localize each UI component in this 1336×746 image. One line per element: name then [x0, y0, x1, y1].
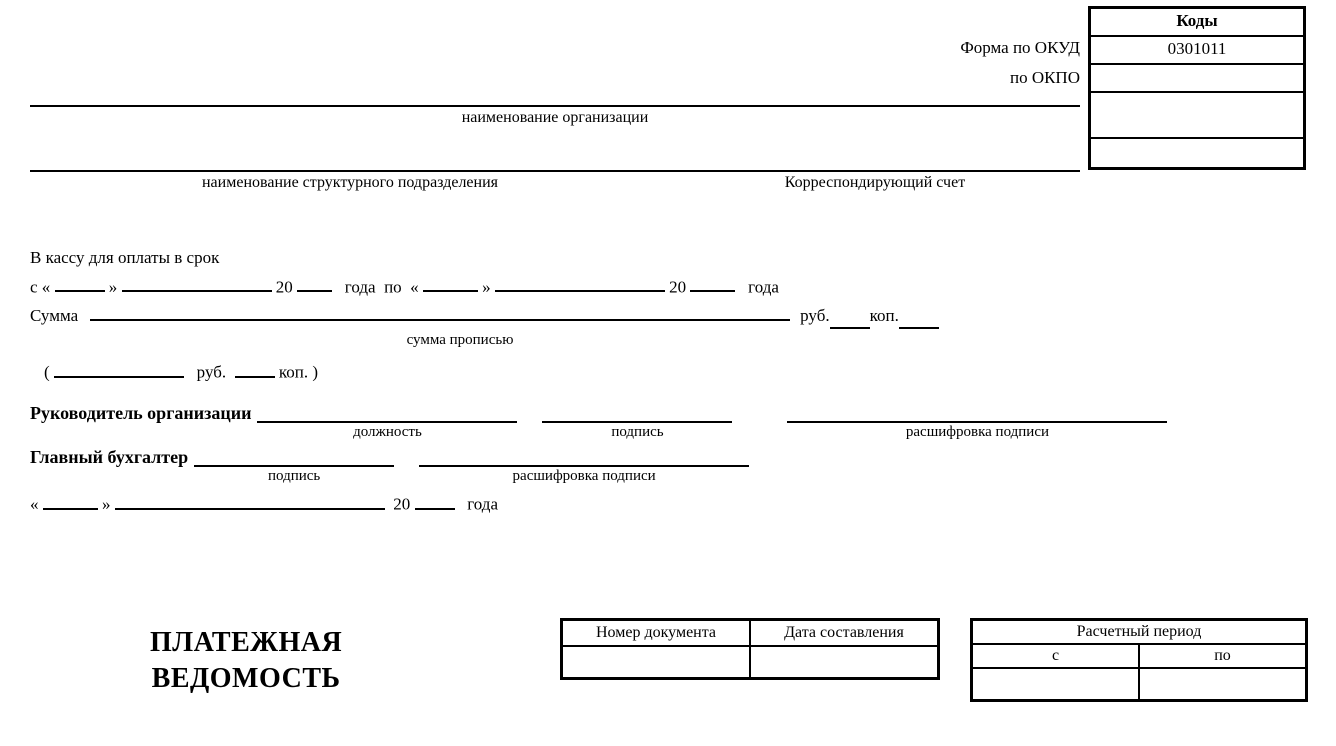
period-header: Расчетный период	[972, 620, 1307, 645]
to-century: 20	[669, 277, 686, 296]
date-century: 20	[393, 495, 410, 514]
codes-header: Коды	[1091, 9, 1303, 37]
document-title: ПЛАТЕЖНАЯ ВЕДОМОСТЬ	[150, 625, 342, 698]
from-year-word: года	[345, 277, 376, 296]
sum-label: Сумма	[30, 303, 78, 329]
from-day-blank	[55, 274, 105, 293]
date-day-blank	[43, 491, 98, 510]
from-century: 20	[276, 277, 293, 296]
manager-position-line	[257, 403, 517, 423]
date-close-quote: »	[102, 495, 111, 514]
struct-field: наименование структурного подразделения …	[30, 150, 1080, 192]
date-year-blank	[415, 491, 455, 510]
accountant-sign-caption: подпись	[194, 468, 394, 485]
manager-sign-line	[542, 403, 732, 423]
to-year-blank	[690, 274, 735, 293]
kop-label-1: коп.	[870, 303, 899, 329]
struct-caption: наименование структурного подразделения	[30, 174, 670, 192]
sum-line: Сумма руб. коп.	[30, 303, 1300, 329]
to-word: по	[384, 277, 402, 296]
paren-close: )	[312, 363, 318, 382]
period-to-value	[1139, 668, 1307, 700]
to-month-blank	[495, 274, 665, 293]
manager-label: Руководитель организации	[30, 403, 257, 424]
rub-label-1: руб.	[800, 303, 829, 329]
payment-block: В кассу для оплаты в срок с « » 20 года …	[30, 245, 1300, 520]
rub-blank	[830, 310, 870, 329]
date-signed-line: « » 20 года	[30, 491, 1300, 517]
to-year-word: года	[748, 277, 779, 296]
payment-intro: В кассу для оплаты в срок	[30, 245, 1300, 271]
codes-box: Коды 0301011	[1088, 6, 1306, 170]
corr-account-caption: Корреспондирующий счет	[670, 174, 1080, 192]
okud-value: 0301011	[1091, 37, 1303, 65]
sum-words-caption: сумма прописью	[110, 332, 810, 349]
from-prefix: с «	[30, 277, 50, 296]
accountant-decipher-caption: расшифровка подписи	[419, 468, 749, 485]
to-day-blank	[423, 274, 478, 293]
from-year-blank	[297, 274, 332, 293]
manager-decipher-line	[787, 403, 1167, 423]
rub-label-2: руб.	[197, 363, 226, 382]
manager-row: Руководитель организации должность подпи…	[30, 403, 1300, 441]
period-from-value	[972, 668, 1140, 700]
date-month-blank	[115, 491, 385, 510]
title-line-2: ВЕДОМОСТЬ	[150, 661, 342, 697]
kop-blank	[899, 310, 939, 329]
paren-open: (	[44, 363, 50, 382]
from-month-blank	[122, 274, 272, 293]
from-day-close: »	[109, 277, 118, 296]
doc-date-header: Дата составления	[750, 620, 939, 647]
date-range-line: с « » 20 года по « » 20 года	[30, 274, 1300, 300]
okud-label: Форма по ОКУД	[960, 38, 1080, 58]
accountant-row: Главный бухгалтер подпись расшифровка по…	[30, 447, 1300, 485]
date-open-quote: «	[30, 495, 39, 514]
org-name-caption: наименование организации	[30, 109, 1080, 127]
manager-decipher-caption: расшифровка подписи	[787, 424, 1167, 441]
org-name-line	[30, 85, 1080, 107]
manager-position-caption: должность	[257, 424, 517, 441]
struct-line	[30, 150, 1080, 172]
doc-number-date-table: Номер документа Дата составления	[560, 618, 940, 680]
accountant-decipher-line	[419, 447, 749, 467]
sum-words-blank	[90, 303, 790, 322]
corr-account-value	[1091, 139, 1303, 167]
kop-numeric-blank	[235, 359, 275, 378]
title-line-1: ПЛАТЕЖНАЯ	[150, 625, 342, 661]
accountant-label: Главный бухгалтер	[30, 447, 194, 468]
org-name-field: наименование организации	[30, 85, 1080, 127]
doc-number-value	[562, 646, 751, 678]
period-to-header: по	[1139, 644, 1307, 668]
doc-date-value	[750, 646, 939, 678]
date-year-word: года	[467, 495, 498, 514]
doc-number-header: Номер документа	[562, 620, 751, 647]
rub-numeric-blank	[54, 359, 184, 378]
sum-numeric-line: ( руб. коп. )	[44, 359, 1300, 385]
period-table: Расчетный период с по	[970, 618, 1308, 702]
codes-extra	[1091, 93, 1303, 139]
to-day-close: »	[482, 277, 491, 296]
kop-label-2: коп.	[279, 363, 308, 382]
okpo-value	[1091, 65, 1303, 93]
period-from-header: с	[972, 644, 1140, 668]
accountant-sign-line	[194, 447, 394, 467]
manager-sign-caption: подпись	[542, 424, 732, 441]
